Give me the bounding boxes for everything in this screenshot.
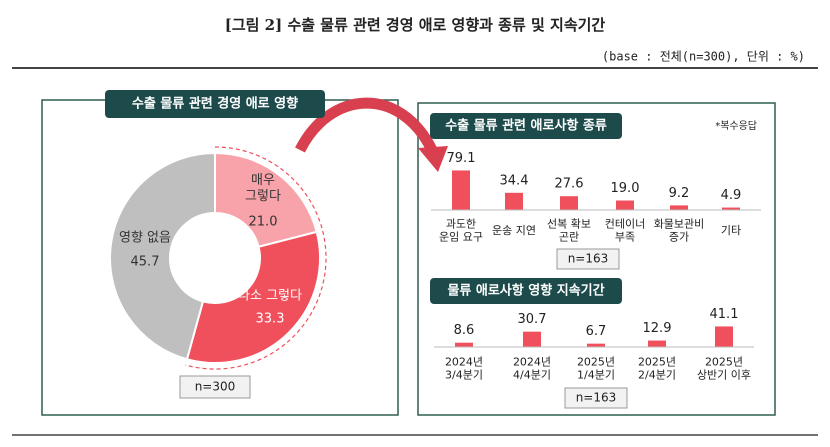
- category-label: 화물보관비 증가: [654, 217, 705, 243]
- category-label: 운송 지연: [492, 224, 536, 237]
- category-label: 컨테이너 부족: [605, 217, 645, 243]
- value-label: 9.2: [669, 186, 690, 201]
- chart-title: 물류 애로사항 영향 지속기간: [447, 283, 604, 299]
- category-label: 선복 확보 곤란: [547, 217, 591, 243]
- note-box: [564, 387, 628, 409]
- note: n=300: [195, 380, 236, 394]
- category-label: 2024년 4/4분기: [513, 355, 551, 381]
- value-label: 8.6: [454, 323, 475, 338]
- chart-title: 수출 물류 관련 경영 애로 영향: [132, 96, 298, 112]
- bar: [715, 326, 733, 347]
- category-label: 2024년 3/4분기: [445, 355, 483, 381]
- value-label: 19.0: [611, 181, 640, 196]
- annotation: *복수응답: [715, 120, 757, 132]
- value-label: 41.1: [710, 307, 739, 322]
- note-box: [556, 248, 620, 270]
- bar: [670, 205, 688, 210]
- value-label: 4.9: [721, 188, 742, 203]
- chart-title: 수출 물류 관련 애로사항 종류: [445, 118, 607, 134]
- arrow: [295, 97, 437, 153]
- value-label: 45.7: [131, 255, 160, 270]
- category-label: 2025년 1/4분기: [577, 355, 615, 381]
- bar: [523, 331, 541, 347]
- value-label: 21.0: [249, 215, 278, 230]
- bar: [452, 170, 470, 210]
- figure-subtitle: (base : 전체(n=300), 단위 : %): [602, 50, 805, 64]
- value-label: 79.1: [447, 151, 476, 166]
- value-label: 33.3: [256, 312, 285, 327]
- note: n=163: [576, 391, 617, 405]
- left-panel: [41, 99, 399, 416]
- donut-segment: [185, 230, 321, 364]
- right-panel: [417, 102, 776, 416]
- segment-label: 다소 그렇다: [238, 289, 302, 304]
- donut-segment: [109, 151, 216, 361]
- segment-label: 매우 그렇다: [245, 173, 281, 204]
- note: n=163: [568, 252, 609, 266]
- value-label: 6.7: [586, 324, 607, 339]
- category-label: 과도한 운임 요구: [439, 217, 483, 243]
- category-label: 2025년 상반기 이후: [697, 355, 751, 381]
- bar: [505, 192, 523, 210]
- category-label: 2025년 2/4분기: [638, 355, 676, 381]
- segment-label: 영향 없음: [119, 231, 171, 246]
- value-label: 27.6: [555, 177, 584, 192]
- highlight-outline: [185, 146, 327, 370]
- category-label: 기타: [721, 224, 741, 237]
- bar: [455, 342, 473, 347]
- value-label: 30.7: [518, 312, 547, 327]
- value-label: 34.4: [500, 173, 529, 188]
- donut-segment: [214, 151, 318, 249]
- tag: [430, 278, 622, 304]
- arrow-head: [418, 146, 448, 172]
- value-label: 12.9: [643, 321, 672, 336]
- tag: [430, 113, 622, 139]
- bar: [722, 207, 740, 210]
- bar: [560, 196, 578, 210]
- bar: [587, 343, 605, 347]
- note-box: [179, 375, 251, 399]
- figure-title: [그림 2] 수출 물류 관련 경영 애로 영향과 종류 및 지속기간: [225, 16, 606, 34]
- tag: [105, 90, 325, 118]
- bar: [616, 200, 634, 210]
- bar: [648, 340, 666, 347]
